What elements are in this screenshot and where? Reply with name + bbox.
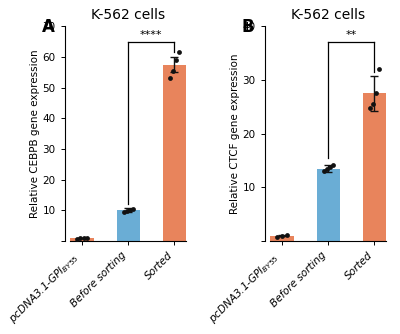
Point xyxy=(320,169,327,174)
Y-axis label: Relative CTCF gene expression: Relative CTCF gene expression xyxy=(230,53,240,214)
Point xyxy=(284,233,290,238)
Point xyxy=(166,76,173,81)
Text: A: A xyxy=(42,18,55,36)
Bar xyxy=(163,65,186,241)
Point xyxy=(176,50,182,55)
Bar xyxy=(70,238,94,241)
Point xyxy=(77,236,84,241)
Point xyxy=(326,164,333,170)
Point xyxy=(279,233,285,239)
Bar xyxy=(363,94,386,241)
Point xyxy=(126,207,133,213)
Point xyxy=(74,236,80,241)
Point xyxy=(373,91,379,96)
Point xyxy=(366,105,373,111)
Point xyxy=(170,68,176,73)
Point xyxy=(274,234,280,239)
Point xyxy=(120,209,127,215)
Title: K-562 cells: K-562 cells xyxy=(91,8,165,22)
Bar xyxy=(117,210,140,241)
Bar xyxy=(270,236,294,241)
Point xyxy=(124,208,130,214)
Point xyxy=(330,162,336,167)
Point xyxy=(84,235,90,240)
Title: K-562 cells: K-562 cells xyxy=(291,8,365,22)
Text: **: ** xyxy=(346,30,357,40)
Point xyxy=(324,166,330,171)
Text: B: B xyxy=(242,18,254,36)
Y-axis label: Relative CEBPB gene expression: Relative CEBPB gene expression xyxy=(30,49,40,218)
Point xyxy=(173,57,179,63)
Bar xyxy=(317,169,340,241)
Point xyxy=(370,102,376,107)
Point xyxy=(376,66,382,72)
Text: ****: **** xyxy=(140,30,162,40)
Point xyxy=(130,206,136,212)
Point xyxy=(80,235,87,241)
